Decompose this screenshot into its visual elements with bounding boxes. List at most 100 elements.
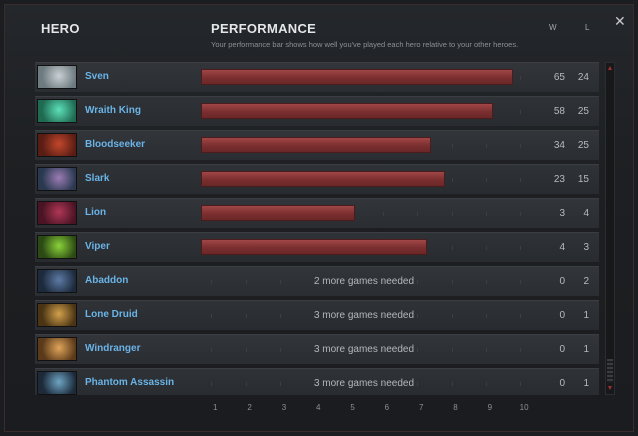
hero-performance-panel: HERO PERFORMANCE Your performance bar sh… xyxy=(4,4,634,432)
hero-portrait xyxy=(37,337,77,361)
gridline-tick xyxy=(382,280,384,284)
hero-name[interactable]: Wraith King xyxy=(85,105,141,116)
games-needed-text: 2 more games needed xyxy=(313,276,415,287)
axis-tick-label: 7 xyxy=(418,403,424,412)
hero-name[interactable]: Viper xyxy=(85,241,110,252)
gridline-tick xyxy=(520,246,522,250)
gridline-tick xyxy=(314,382,316,386)
gridline-tick xyxy=(245,348,247,352)
hero-row[interactable]: Slark 23 15 xyxy=(35,164,599,194)
gridline-tick xyxy=(451,382,453,386)
gridline-tick xyxy=(314,348,316,352)
close-icon[interactable]: ✕ xyxy=(614,13,626,29)
hero-name[interactable]: Lion xyxy=(85,207,107,218)
gridline-tick xyxy=(520,382,522,386)
hero-row[interactable]: Windranger 3 more games needed 0 1 xyxy=(35,334,599,364)
gridline-tick xyxy=(348,382,350,386)
gridline-tick xyxy=(451,348,453,352)
hero-portrait xyxy=(37,99,77,123)
axis-tick-label: 8 xyxy=(453,403,458,412)
hero-name[interactable]: Slark xyxy=(85,173,110,184)
wins-column-header: W xyxy=(549,23,557,32)
axis-tick-label: 4 xyxy=(316,403,321,412)
gridline-tick xyxy=(245,382,247,386)
gridline-tick xyxy=(417,212,419,216)
gridline-tick xyxy=(382,212,384,216)
hero-row[interactable]: Lone Druid 3 more games needed 0 1 xyxy=(35,300,599,330)
losses-value: 1 xyxy=(583,310,589,321)
gridline-tick xyxy=(348,314,350,318)
losses-value: 15 xyxy=(577,174,589,185)
gridline-tick xyxy=(485,280,487,284)
hero-name[interactable]: Lone Druid xyxy=(85,309,138,320)
gridline-tick xyxy=(485,212,487,216)
axis-tick-label: 9 xyxy=(487,403,493,412)
gridline-tick xyxy=(314,314,316,318)
axis-tick-label: 6 xyxy=(384,403,390,412)
hero-name[interactable]: Windranger xyxy=(85,343,141,354)
gridline-tick xyxy=(485,348,487,352)
hero-column-header: HERO xyxy=(41,21,80,36)
hero-row[interactable]: Bloodseeker 34 25 xyxy=(35,130,599,160)
hero-list[interactable]: Sven 65 24 Wraith King 58 25 Bloodseeker 34 25 Sl… xyxy=(35,62,599,395)
wins-value: 65 xyxy=(553,72,565,83)
scroll-down-icon[interactable]: ▼ xyxy=(606,385,614,392)
gridline-tick xyxy=(520,212,522,216)
gridline-tick xyxy=(417,348,419,352)
wins-value: 0 xyxy=(559,378,565,389)
gridline-tick xyxy=(417,382,419,386)
gridline-tick xyxy=(520,280,522,284)
hero-name[interactable]: Sven xyxy=(85,71,109,82)
gridline-tick xyxy=(485,144,487,148)
scrollbar[interactable]: ▲ ▼ xyxy=(605,62,615,395)
gridline-tick xyxy=(451,246,453,250)
hero-portrait xyxy=(37,201,77,225)
hero-name[interactable]: Abaddon xyxy=(85,275,129,286)
gridline-tick xyxy=(520,110,522,114)
wins-value: 23 xyxy=(553,174,565,185)
hero-portrait xyxy=(37,65,77,89)
hero-name[interactable]: Phantom Assassin xyxy=(85,377,175,388)
hero-row[interactable]: Wraith King 58 25 xyxy=(35,96,599,126)
performance-bar xyxy=(201,171,445,187)
wins-value: 0 xyxy=(559,344,565,355)
games-needed-text: 3 more games needed xyxy=(313,344,415,355)
hero-portrait xyxy=(37,167,77,191)
hero-portrait xyxy=(37,303,77,327)
gridline-tick xyxy=(520,178,522,182)
losses-value: 25 xyxy=(577,140,589,151)
scrollbar-grip[interactable] xyxy=(607,359,613,383)
gridline-tick xyxy=(382,382,384,386)
gridline-tick xyxy=(520,76,522,80)
gridline-tick xyxy=(451,144,453,148)
gridline-tick xyxy=(211,280,213,284)
performance-column-header: PERFORMANCE xyxy=(211,21,317,36)
wins-value: 0 xyxy=(559,310,565,321)
gridline-tick xyxy=(485,382,487,386)
losses-value: 2 xyxy=(583,276,589,287)
hero-portrait xyxy=(37,235,77,259)
gridline-tick xyxy=(211,314,213,318)
hero-row[interactable]: Viper 4 3 xyxy=(35,232,599,262)
gridline-tick xyxy=(314,280,316,284)
losses-value: 25 xyxy=(577,106,589,117)
gridline-tick xyxy=(520,314,522,318)
gridline-tick xyxy=(279,280,281,284)
axis-tick-label: 10 xyxy=(519,403,529,412)
performance-bar xyxy=(201,69,514,85)
losses-value: 3 xyxy=(583,242,589,253)
gridline-tick xyxy=(451,314,453,318)
losses-value: 1 xyxy=(583,378,589,389)
hero-row[interactable]: Sven 65 24 xyxy=(35,62,599,92)
performance-bar xyxy=(201,103,493,119)
gridline-tick xyxy=(382,348,384,352)
axis-tick-label: 5 xyxy=(350,403,355,412)
games-needed-text: 3 more games needed xyxy=(313,310,415,321)
gridline-tick xyxy=(382,314,384,318)
hero-row[interactable]: Lion 3 4 xyxy=(35,198,599,228)
hero-row[interactable]: Abaddon 2 more games needed 0 2 xyxy=(35,266,599,296)
scroll-up-icon[interactable]: ▲ xyxy=(606,65,614,72)
hero-name[interactable]: Bloodseeker xyxy=(85,139,146,150)
gridline-tick xyxy=(417,280,419,284)
hero-row[interactable]: Phantom Assassin 3 more games needed 0 1 xyxy=(35,368,599,395)
